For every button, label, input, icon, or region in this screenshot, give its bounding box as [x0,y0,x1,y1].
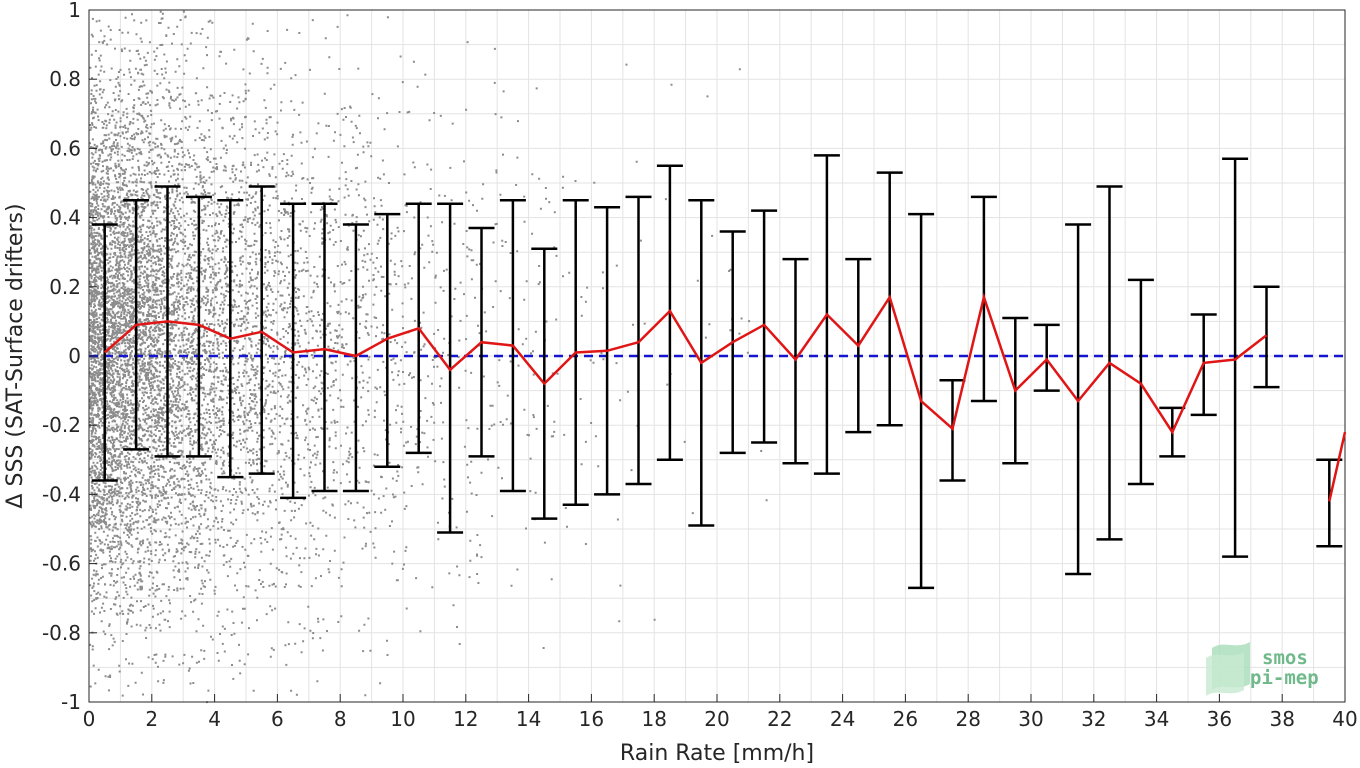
error-bar [342,223,369,493]
x-tick-label: 18 [641,707,666,731]
x-tick-label: 26 [893,707,918,731]
x-tick-label: 10 [390,707,415,731]
x-tick-label: 6 [271,707,284,731]
smos-pimep-logo: smos pi-mep [1206,642,1319,696]
y-tick-label: 0.2 [49,275,81,299]
x-tick-label: 32 [1081,707,1106,731]
y-tick-label: -1 [61,690,81,714]
scatter-points [89,10,768,704]
error-bar [625,195,652,486]
error-bar [1222,157,1249,558]
x-tick-label: 30 [1018,707,1043,731]
y-tick-label: 1 [68,0,81,22]
grid [89,10,1345,702]
x-tick-label: 12 [453,707,478,731]
y-tick-label: 0 [68,344,81,368]
x-tick-label: 0 [83,707,96,731]
x-tick-label: 16 [579,707,604,731]
error-bar [248,185,275,475]
x-tick-label: 34 [1144,707,1169,731]
logo-text-smos: smos [1262,647,1308,669]
scatter-point-cloud [89,10,768,704]
mean-line [103,292,1268,435]
y-tick-label: -0.8 [42,621,81,645]
error-bar [1253,285,1280,389]
x-tick-label: 4 [208,707,221,731]
error-bar [91,223,118,482]
y-axis-label: Δ SSS (SAT-Surface drifters) [3,203,28,508]
logo-wave-shape-front [1206,652,1244,696]
y-tick-label: 0.4 [49,206,81,230]
y-tick-label: 0.6 [49,136,81,160]
error-bar [185,195,212,458]
mean-line-segment [1328,431,1347,502]
x-tick-label: 14 [516,707,541,731]
x-tick-label: 28 [955,707,980,731]
error-bar [1127,278,1154,486]
x-tick-label: 36 [1207,707,1232,731]
logo-text-pimep: pi-mep [1250,667,1319,689]
x-tick-label: 2 [145,707,158,731]
x-tick-label: 22 [767,707,792,731]
x-tick-label: 38 [1269,707,1294,731]
x-tick-label: 40 [1332,707,1357,731]
error-bar [280,202,307,500]
y-tick-label: -0.2 [42,413,81,437]
x-axis-label: Rain Rate [mm/h] [620,741,814,766]
y-tick-label: -0.4 [42,482,81,506]
error-bar [939,378,966,482]
error-bar [311,202,338,493]
x-tick-label: 24 [830,707,855,731]
error-bar [1033,323,1060,392]
x-tick-label: 20 [704,707,729,731]
y-axis-ticks: -1 -0.8 -0.6 -0.4 -0.2 0 0.2 0.4 0.6 0.8 1 [42,0,97,714]
y-tick-label: 0.8 [49,67,81,91]
x-axis-ticks: 0 2 4 6 8 10 12 14 16 18 20 22 24 26 28 30 32 34 36 38 40 [83,694,1358,731]
y-tick-label: -0.6 [42,552,81,576]
error-bar [374,212,401,468]
x-tick-label: 8 [334,707,347,731]
